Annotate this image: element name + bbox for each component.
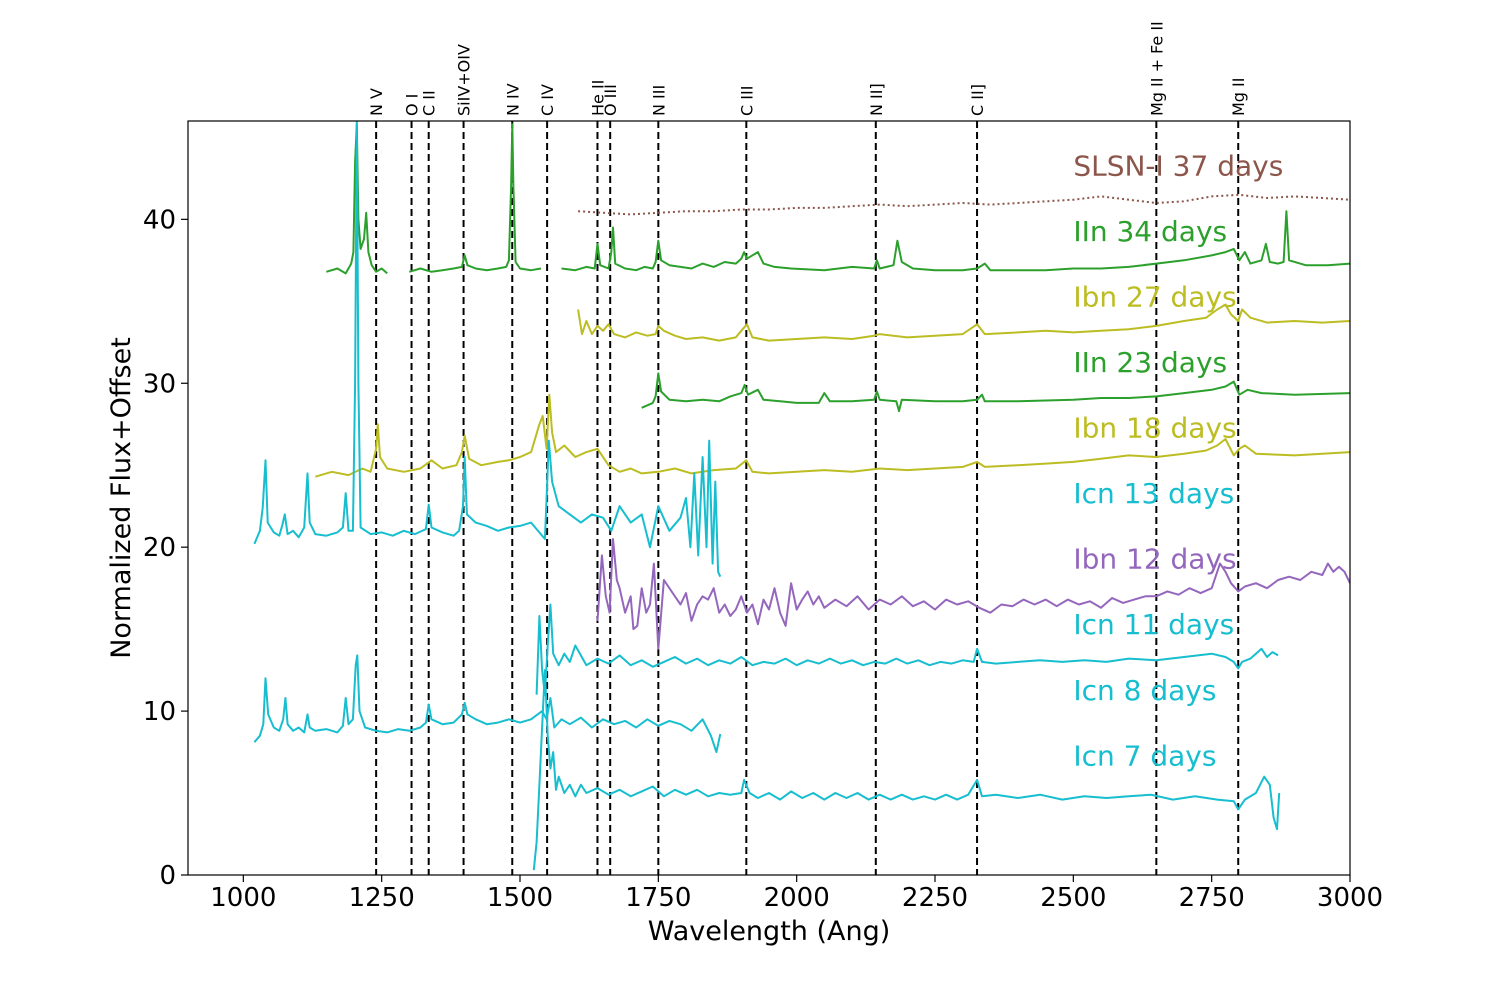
series-line-9-segment-0	[532, 669, 1281, 871]
series-label: Icn 7 days	[1073, 739, 1216, 772]
line-marker-label: O I	[403, 94, 422, 116]
series-line-0-segment-0	[578, 193, 1350, 216]
line-marker-label: N III	[649, 85, 668, 116]
series-line-1-segment-2	[561, 210, 1350, 272]
line-marker-label: He II	[588, 80, 607, 116]
line-marker-label: N V	[367, 88, 386, 116]
y-tick-label: 40	[143, 205, 176, 235]
series-line-5-segment-0	[253, 121, 722, 578]
x-tick-label: 1750	[625, 883, 691, 913]
series-line-1-segment-1	[409, 123, 542, 273]
x-axis-label: Wavelength (Ang)	[648, 916, 891, 947]
y-tick-label: 0	[159, 861, 176, 891]
series-label: Icn 8 days	[1073, 674, 1216, 707]
series-line-3-segment-0	[641, 372, 1350, 413]
line-marker-label: C II	[420, 90, 439, 116]
x-tick-label: 1000	[210, 883, 276, 913]
series-label: Ibn 12 days	[1073, 543, 1236, 576]
line-marker-label: O III	[601, 84, 620, 116]
spectra-series	[253, 121, 1350, 871]
x-tick-label: 1250	[349, 883, 415, 913]
line-marker-label: N IV	[503, 83, 522, 116]
y-axis-ticks: 0 10 20 30 40	[143, 205, 188, 891]
x-tick-label: 3000	[1317, 883, 1383, 913]
line-marker-label: N II]	[867, 83, 886, 116]
series-label: SLSN-I 37 days	[1073, 149, 1283, 182]
y-tick-label: 20	[143, 533, 176, 563]
series-line-6-segment-0	[596, 538, 1350, 650]
series-line-1-segment-0	[326, 123, 388, 275]
plot-frame	[187, 120, 1351, 876]
line-marker-label: C IV	[538, 84, 557, 116]
line-marker-label: SiIV+OIV	[455, 44, 474, 116]
y-tick-label: 10	[143, 697, 176, 727]
series-label: Icn 13 days	[1073, 477, 1234, 510]
x-tick-label: 1500	[487, 883, 553, 913]
line-marker-label: C II]	[968, 84, 987, 116]
x-axis-ticks: 1000 1250 1500 1750 2000 2250 2500 2750 3000	[210, 875, 1383, 913]
series-label: Ibn 27 days	[1073, 280, 1236, 313]
series-line-4-segment-0	[315, 393, 1350, 478]
series-label: Ibn 18 days	[1073, 412, 1236, 445]
x-tick-label: 2250	[902, 883, 968, 913]
line-marker-label: Mg II	[1229, 78, 1248, 116]
series-line-2-segment-0	[577, 303, 1350, 342]
series-label: IIn 34 days	[1073, 215, 1227, 248]
line-marker-label: Mg II + Fe II	[1147, 21, 1166, 116]
series-line-8-segment-0	[253, 654, 722, 754]
line-marker-label: C III	[737, 86, 756, 116]
y-axis-label: Normalized Flux+Offset	[106, 337, 137, 659]
series-line-7-segment-0	[535, 603, 1279, 696]
x-tick-label: 2500	[1040, 883, 1106, 913]
x-tick-label: 2000	[764, 883, 830, 913]
y-tick-label: 30	[143, 369, 176, 399]
series-label: IIn 23 days	[1073, 346, 1227, 379]
x-tick-label: 2750	[1179, 883, 1245, 913]
series-labels: SLSN-I 37 days IIn 34 days Ibn 27 days IIn …	[1073, 149, 1283, 772]
series-label: Icn 11 days	[1073, 608, 1234, 641]
